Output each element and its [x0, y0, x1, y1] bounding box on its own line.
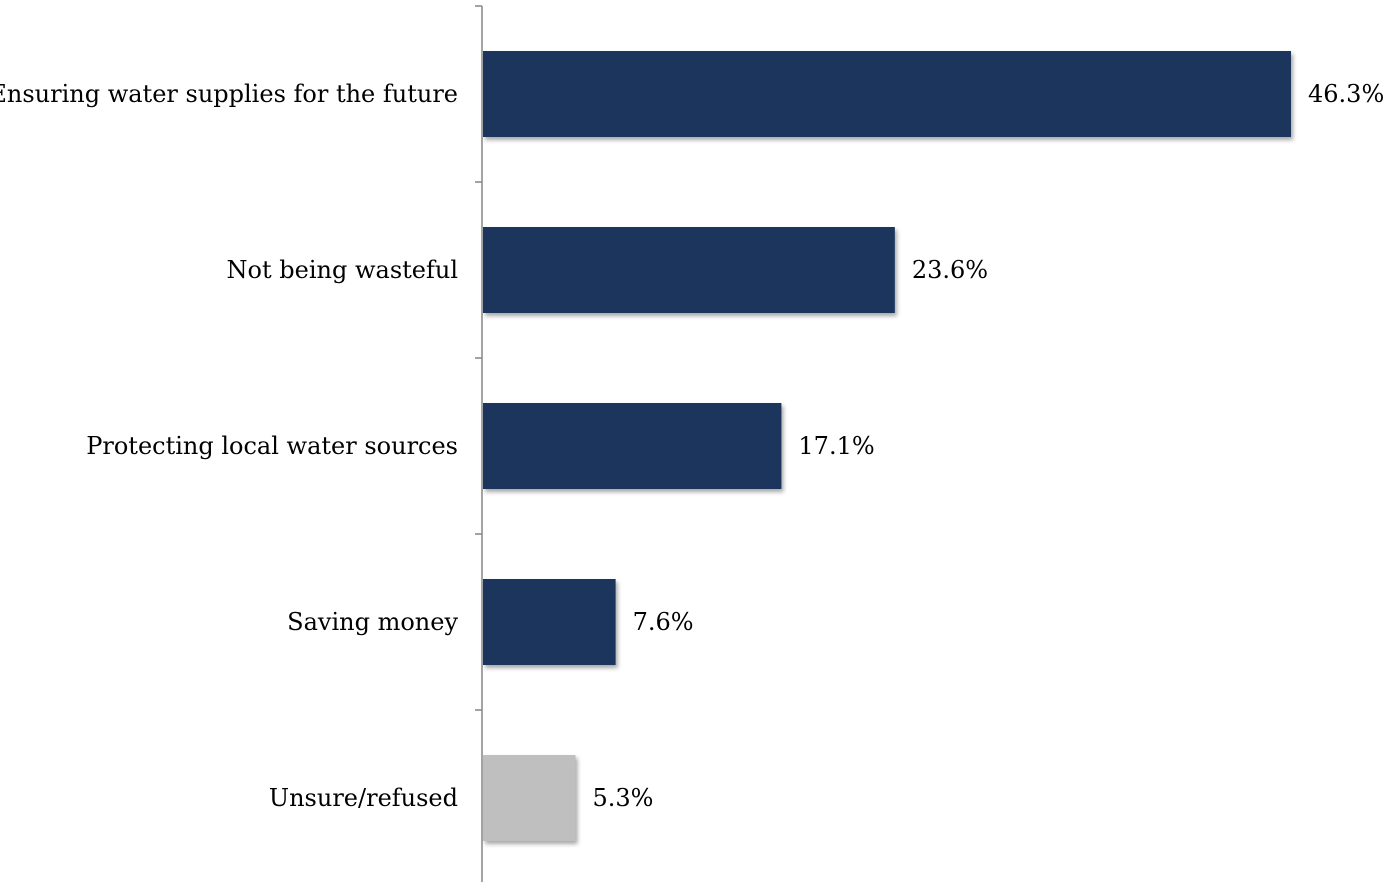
value-label: 17.1% [798, 432, 874, 460]
bar [483, 403, 782, 489]
category-label: Not being wasteful [227, 256, 458, 284]
value-label: 23.6% [912, 256, 988, 284]
value-label: 46.3% [1308, 80, 1384, 108]
category-label: Ensuring water supplies for the future [0, 80, 458, 108]
bar [483, 579, 616, 665]
bar [483, 227, 895, 313]
y-axis [475, 5, 483, 882]
labels-layer: Ensuring water supplies for the future 46… [0, 80, 1384, 812]
value-label: 7.6% [633, 608, 694, 636]
category-label: Protecting local water sources [86, 432, 458, 460]
value-label: 5.3% [592, 784, 653, 812]
bar [483, 51, 1291, 137]
category-label: Unsure/refused [269, 784, 458, 812]
category-label: Saving money [287, 608, 458, 636]
bar [483, 755, 576, 841]
bars-layer [483, 51, 1291, 841]
